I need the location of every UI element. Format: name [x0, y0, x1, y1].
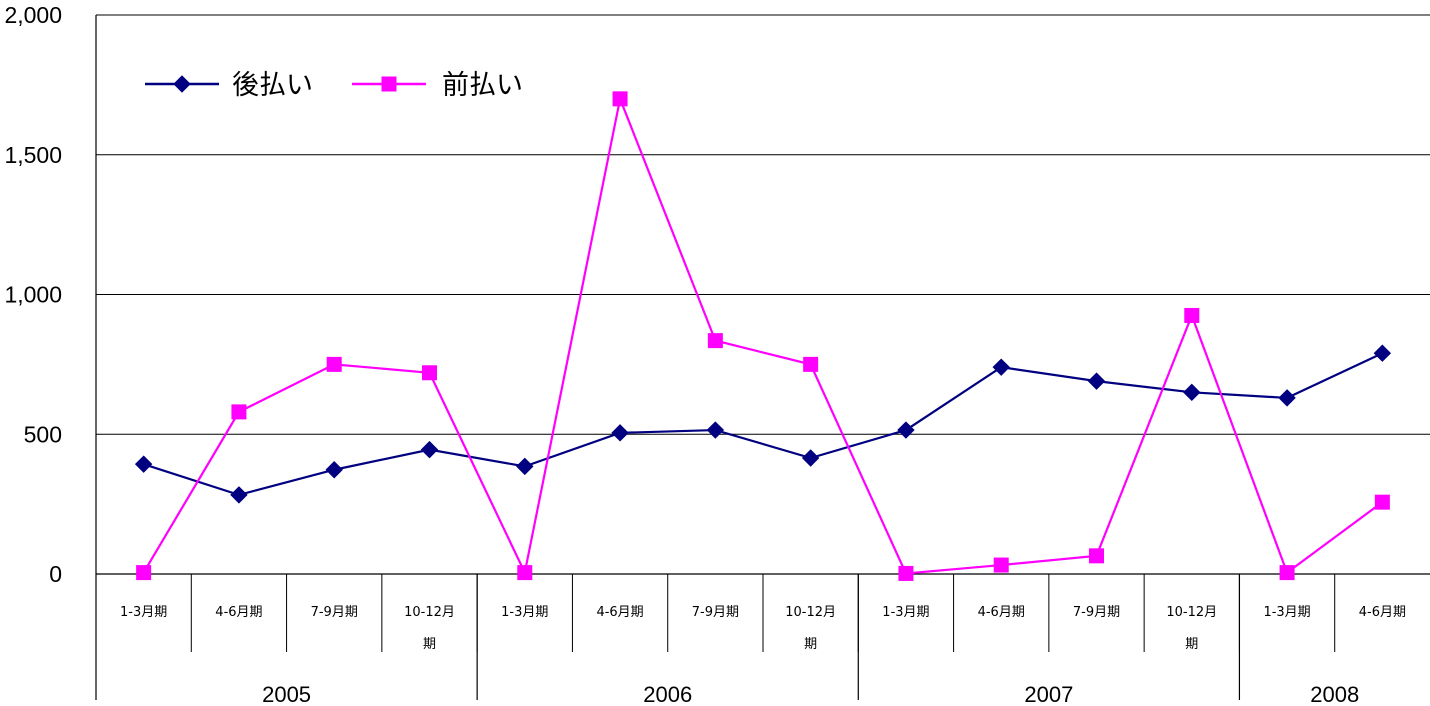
data-point [707, 333, 723, 349]
legend-marker [381, 76, 397, 92]
data-point [517, 565, 533, 581]
year-label: 2007 [1024, 682, 1073, 706]
data-point [230, 486, 248, 504]
x-axis-years: 2005 2006 2007 2008 [262, 682, 1359, 706]
x-tick-label: 7-9月期 [1073, 605, 1120, 620]
series-1 [134, 344, 1392, 504]
year-label: 2005 [262, 682, 311, 706]
data-point [992, 358, 1010, 376]
y-tick-label: 1,000 [4, 282, 62, 308]
data-point [1373, 344, 1392, 362]
y-axis-ticks: 0 500 1,000 1,500 2,000 [4, 2, 62, 587]
series-line [142, 94, 1384, 577]
data-point [803, 356, 819, 372]
x-tick-label: 7-9月期 [692, 605, 739, 620]
year-label: 2008 [1310, 682, 1359, 706]
data-point [897, 421, 915, 439]
y-tick-label: 2,000 [4, 2, 62, 28]
series-lines [134, 91, 1392, 581]
x-tick-label: 4-6月期 [596, 605, 643, 620]
x-tick-label: 4-6月期 [1359, 605, 1406, 620]
data-point [1183, 383, 1201, 402]
x-tick-label: 4-6月期 [978, 605, 1025, 620]
x-tick-label: 10-12月 [1166, 605, 1217, 620]
data-point [516, 457, 534, 476]
y-tick-label: 0 [49, 561, 62, 587]
data-point [1089, 548, 1104, 564]
data-point [231, 404, 247, 420]
x-tick-label: 7-9月期 [311, 605, 358, 620]
data-point [1278, 389, 1296, 407]
legend: 後払い 前払い [145, 70, 523, 101]
data-point [422, 365, 437, 381]
data-point [898, 565, 914, 581]
data-point [1184, 307, 1200, 323]
data-point [612, 91, 628, 107]
y-tick-label: 500 [24, 421, 62, 447]
x-tick-label: 1-3月期 [1263, 605, 1310, 620]
data-point [326, 356, 342, 372]
x-tick-label: 10-12月 [785, 605, 836, 620]
data-point [801, 449, 820, 467]
legend-item-1: 後払い [145, 70, 313, 101]
data-point [1087, 372, 1106, 390]
legend-label: 前払い [442, 70, 523, 101]
x-tick-label: 10-12月 [404, 605, 455, 620]
x-tick-label: 期 [423, 637, 436, 652]
data-point [993, 557, 1009, 573]
data-point [134, 455, 153, 473]
x-tick-label: 1-3月期 [882, 605, 929, 620]
x-tick-label: 4-6月期 [215, 605, 262, 620]
x-tick-label: 期 [1185, 637, 1198, 652]
data-point [136, 565, 152, 581]
data-point [1279, 565, 1295, 581]
legend-item-2: 前払い [352, 70, 523, 101]
year-label: 2006 [643, 682, 692, 706]
legend-label: 後払い [232, 70, 313, 101]
axes [95, 15, 1430, 700]
gridlines [96, 14, 1430, 435]
data-point [1374, 494, 1390, 510]
legend-marker [173, 75, 191, 93]
x-tick-label: 1-3月期 [501, 605, 548, 620]
x-tick-label: 1-3月期 [120, 605, 167, 620]
data-point [325, 461, 343, 479]
y-tick-label: 1,500 [4, 142, 62, 168]
series-2 [136, 91, 1390, 581]
series-line [143, 352, 1383, 497]
data-point [420, 440, 439, 459]
x-tick-label: 期 [804, 637, 817, 652]
data-point [611, 424, 629, 442]
data-point [706, 421, 725, 439]
